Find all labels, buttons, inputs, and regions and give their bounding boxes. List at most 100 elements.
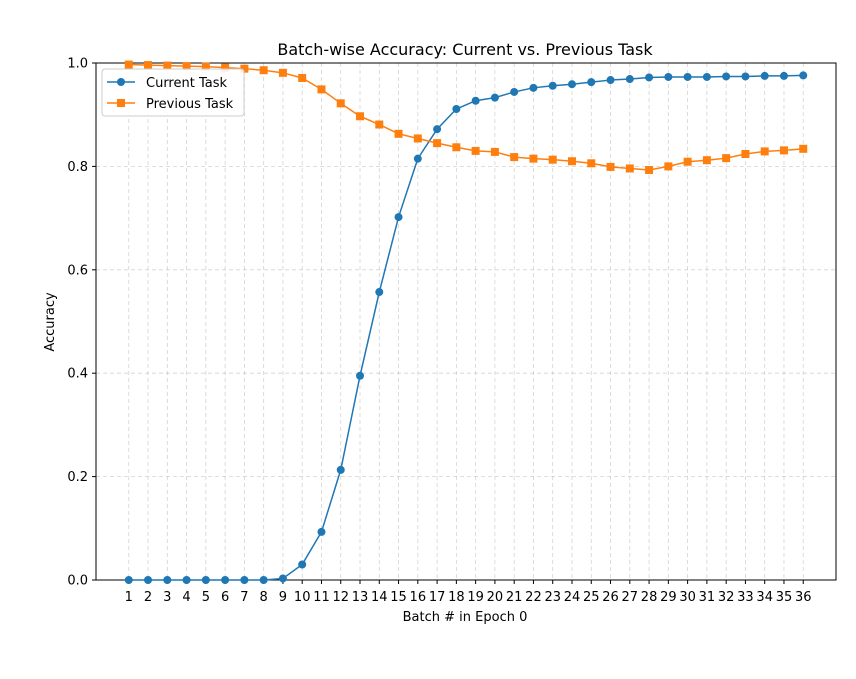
data-point-current-task — [317, 527, 326, 536]
data-point-previous-task — [683, 157, 692, 166]
x-tick-label: 8 — [260, 590, 268, 605]
x-tick-label: 9 — [279, 590, 287, 605]
data-point-current-task — [298, 560, 307, 569]
data-point-previous-task — [760, 147, 769, 156]
data-point-current-task — [336, 465, 345, 474]
x-tick-label: 17 — [429, 590, 446, 605]
chart-title: Batch-wise Accuracy: Current vs. Previou… — [277, 40, 653, 59]
data-point-previous-task — [144, 61, 153, 70]
x-tick-label: 31 — [699, 590, 716, 605]
y-tick-label: 0.4 — [67, 367, 88, 382]
data-point-current-task — [799, 71, 808, 80]
data-point-current-task — [124, 576, 133, 584]
plot-area-frame — [95, 62, 837, 581]
data-point-previous-task — [124, 60, 133, 69]
data-point-previous-task — [356, 112, 365, 121]
data-point-previous-task — [413, 134, 422, 143]
x-tick-label: 36 — [795, 590, 812, 605]
x-tick-label: 2 — [144, 590, 152, 605]
data-point-previous-task — [664, 162, 673, 171]
data-point-previous-task — [163, 61, 172, 70]
data-point-previous-task — [201, 62, 210, 71]
x-tick-label: 5 — [202, 590, 210, 605]
data-point-previous-task — [779, 146, 788, 155]
x-tick-label: 27 — [622, 590, 639, 605]
data-point-previous-task — [182, 62, 191, 71]
x-tick-label: 11 — [313, 590, 330, 605]
data-point-current-task — [201, 576, 210, 584]
y-tick-label: 0.2 — [67, 470, 88, 485]
data-point-current-task — [664, 72, 673, 81]
data-point-previous-task — [317, 85, 326, 94]
data-point-previous-task — [722, 154, 731, 163]
data-point-current-task — [741, 72, 750, 81]
data-point-current-task — [722, 72, 731, 81]
y-tick-label: 0.8 — [67, 160, 88, 175]
y-axis-label: Accuracy — [43, 292, 58, 352]
series-current-task — [124, 71, 808, 584]
y-tick-label: 0.0 — [67, 574, 88, 589]
data-point-current-task — [221, 576, 230, 584]
data-point-previous-task — [336, 99, 345, 108]
data-point-previous-task — [529, 154, 538, 163]
x-tick-label: 26 — [602, 590, 619, 605]
data-point-previous-task — [587, 159, 596, 168]
x-axis-label: Batch # in Epoch 0 — [403, 610, 528, 625]
y-tick-label: 0.6 — [67, 263, 88, 278]
data-point-previous-task — [645, 166, 654, 175]
data-point-current-task — [144, 576, 153, 584]
data-point-previous-task — [394, 129, 403, 138]
x-tick-label: 30 — [679, 590, 696, 605]
data-point-current-task — [702, 72, 711, 81]
x-tick-label: 29 — [660, 590, 677, 605]
data-point-current-task — [163, 576, 172, 584]
data-point-current-task — [645, 73, 654, 82]
data-point-current-task — [529, 83, 538, 92]
legend-box — [101, 68, 245, 117]
legend: Current Task Previous Task — [101, 68, 245, 117]
x-tick-label: 13 — [352, 590, 369, 605]
y-tick-label: 1.0 — [67, 57, 88, 72]
data-point-current-task — [433, 125, 442, 134]
data-point-current-task — [375, 288, 384, 297]
data-point-previous-task — [298, 73, 307, 82]
legend-label-previous-task: Previous Task — [146, 97, 234, 112]
data-point-previous-task — [240, 64, 249, 73]
data-point-current-task — [452, 105, 461, 114]
data-point-previous-task — [278, 68, 287, 77]
data-point-previous-task — [452, 143, 461, 152]
x-tick-label: 14 — [371, 590, 388, 605]
data-point-previous-task — [259, 66, 268, 75]
x-tick-label: 28 — [641, 590, 658, 605]
data-point-current-task — [606, 76, 615, 85]
data-point-current-task — [587, 78, 596, 87]
x-tick-label: 20 — [487, 590, 504, 605]
data-point-current-task — [278, 574, 287, 583]
data-point-previous-task — [799, 144, 808, 153]
x-tick-label: 3 — [163, 590, 171, 605]
data-point-previous-task — [375, 120, 384, 129]
x-tick-label: 34 — [756, 590, 773, 605]
data-point-current-task — [259, 576, 268, 584]
data-point-previous-task — [606, 162, 615, 171]
x-tick-label: 6 — [221, 590, 229, 605]
data-point-previous-task — [702, 156, 711, 165]
y-axis-ticks: 0.0 0.2 0.4 0.6 0.8 1.0 — [67, 57, 96, 589]
x-tick-label: 25 — [583, 590, 600, 605]
data-point-previous-task — [471, 146, 480, 155]
data-point-previous-task — [510, 153, 519, 162]
x-tick-label: 12 — [332, 590, 349, 605]
data-point-current-task — [683, 72, 692, 81]
data-point-previous-task — [625, 164, 634, 173]
data-point-current-task — [548, 81, 557, 90]
data-point-current-task — [240, 576, 249, 584]
x-tick-label: 23 — [544, 590, 561, 605]
x-tick-label: 7 — [240, 590, 248, 605]
data-point-current-task — [394, 213, 403, 222]
x-tick-label: 24 — [564, 590, 581, 605]
data-point-current-task — [413, 154, 422, 163]
data-point-current-task — [567, 80, 576, 89]
x-tick-label: 32 — [718, 590, 735, 605]
legend-marker-current-task — [117, 78, 125, 86]
x-axis-ticks: 1 2 3 4 5 6 7 8 9 10 11 12 13 14 15 16 17 18 19 20 21 22 23 24 2… — [125, 580, 812, 605]
